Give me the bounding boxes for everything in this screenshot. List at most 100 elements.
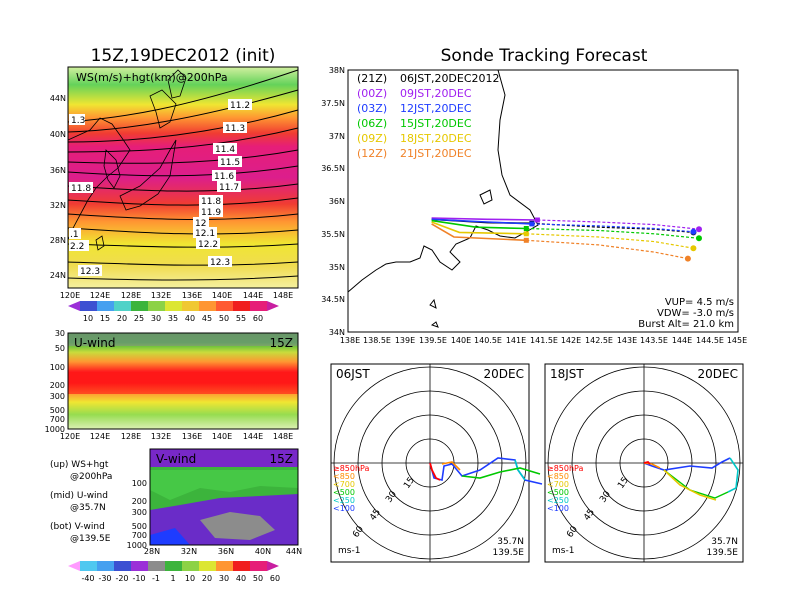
vwind-colorbar: [68, 561, 279, 571]
uwind-panel: U-wind 15Z 30 50 100 200 300 500 700 100…: [45, 329, 299, 441]
track-burst-marker: [523, 226, 529, 231]
sonde-params: VUP= 4.5 m/s VDW= -3.0 m/s Burst Alt= 21…: [638, 297, 734, 330]
hodo-level-legend: ≥850hPa <850 <700 <500 <250 <100: [333, 464, 370, 513]
lon-tick: 139E: [395, 336, 415, 345]
coastline-japan: [119, 139, 177, 211]
lat-tick: 36N: [50, 166, 66, 175]
right-title: Sonde Tracking Forecast: [441, 46, 648, 66]
height-contours: [67, 69, 299, 281]
hodo-unit: ms-1: [338, 546, 360, 556]
tracking-lon-ticks: 138E 138.5E 139E 139.5E 140E 140.5E 141E…: [340, 336, 747, 345]
lat-tick: 40N: [255, 547, 271, 556]
hodo-lat: 35.7N: [711, 537, 738, 547]
colorbar-label: -20: [115, 574, 128, 583]
colorbar-label: 45: [202, 314, 212, 323]
colorbar-label: 55: [236, 314, 246, 323]
tracking-map-frame: [347, 69, 739, 333]
track-end-point: [684, 255, 691, 262]
level-label: <100: [333, 504, 355, 513]
level-label: <500: [547, 488, 569, 497]
track-line-float: [526, 227, 700, 239]
lat-tick: 32N: [181, 547, 197, 556]
lon-tick: 136E: [182, 432, 202, 441]
track-end-point: [696, 235, 702, 242]
track-end-point: [690, 228, 697, 235]
tracking-lat-ticks: 38N 37.5N 37N 36.5N 36N 35.5N 35N 34.5N …: [321, 66, 345, 337]
contour-label: 11.4: [215, 145, 235, 155]
level-label: <850: [547, 472, 569, 481]
note-text: (bot) V-wind: [50, 522, 105, 532]
hodo-lon: 139.5E: [707, 548, 739, 558]
contour-label: 11.9: [201, 208, 221, 218]
plev-tick: 200: [50, 381, 65, 390]
track-line-float: [537, 219, 700, 230]
track-line-ascent: [431, 221, 527, 235]
lon-tick: 148E: [273, 432, 293, 441]
colorbar-label: 30: [219, 574, 229, 583]
lon-tick: 128E: [121, 291, 141, 300]
track-end-point: [696, 226, 702, 233]
plev-tick: 700: [50, 415, 65, 424]
track-burst-marker: [529, 221, 535, 227]
level-label: <500: [333, 488, 355, 497]
lon-tick: 141.5E: [530, 336, 558, 345]
track-line-ascent: [431, 217, 538, 221]
colorbar-label: -30: [98, 574, 111, 583]
uwind-time: 15Z: [270, 336, 294, 350]
lat-tick: 37.5N: [321, 99, 345, 108]
uwind-plev-ticks: 30 50 100 200 300 500 700 1000: [45, 329, 65, 434]
lat-tick: 24N: [50, 271, 66, 280]
contour-label: 1.3: [71, 116, 85, 126]
note-text: (mid) U-wind: [50, 491, 108, 501]
lon-tick: 143.5E: [640, 336, 668, 345]
legend-utc: (00Z): [357, 87, 387, 100]
lon-tick: 128E: [121, 432, 141, 441]
lon-tick: 124E: [90, 291, 110, 300]
level-label: ≥850hPa: [547, 464, 584, 473]
contour-labels: 1.3 11.2 11.3 11.4 11.5 11.6 11.7 11.8 1…: [69, 99, 252, 277]
colorbar-label: 60: [270, 574, 280, 583]
legend-jst: 21JST,20DEC: [400, 147, 472, 160]
contour-label: 12.1: [195, 229, 215, 239]
colorbar-label: 40: [185, 314, 195, 323]
lon-tick: 124E: [90, 432, 110, 441]
vwind-time: 15Z: [270, 452, 294, 466]
plev-tick: 500: [132, 522, 147, 531]
lon-tick: 132E: [151, 432, 171, 441]
colorbar-label: 20: [202, 574, 212, 583]
hodo-lon: 139.5E: [493, 548, 525, 558]
contour-label: 11.7: [219, 183, 239, 193]
track-line-float: [526, 239, 689, 260]
track-burst-marker: [534, 217, 540, 223]
colorbar-label: -10: [132, 574, 145, 583]
legend-jst: 18JST,20DEC: [400, 132, 472, 145]
lat-tick: 38N: [329, 66, 345, 75]
hodo-unit: ms-1: [552, 546, 574, 556]
lat-tick: 28N: [144, 547, 160, 556]
coastline-hokkaido: [149, 89, 177, 129]
lon-tick: 136E: [182, 291, 202, 300]
legend-utc: (12Z): [357, 147, 387, 160]
lat-tick: 36N: [329, 197, 345, 206]
lon-tick: 145E: [727, 336, 747, 345]
plev-tick: 50: [55, 344, 65, 353]
coastline-island: [429, 298, 437, 309]
contour-label: 12: [195, 219, 206, 229]
hodo-level-legend: ≥850hPa <850 <700 <500 <250 <100: [547, 464, 584, 513]
track-burst-marker: [523, 237, 529, 243]
lon-tick: 132E: [151, 291, 171, 300]
lon-tick: 142E: [561, 336, 581, 345]
lon-tick: 144E: [243, 432, 263, 441]
track-line-ascent: [431, 223, 527, 242]
vwind-colorbar-labels: -40 -30 -20 -10 -1 1 10 20 30 40 50 60: [81, 574, 280, 583]
hodograph-06jst: 15 30 45 60 06JST 20DEC ms-1 35.7N 139.5…: [330, 363, 543, 563]
plev-tick: 30: [55, 329, 65, 338]
ws-heatmap: [68, 67, 298, 288]
uwind-lon-ticks: 120E 124E 128E 132E 136E 140E 144E 148E: [60, 432, 293, 441]
ws-colorbar: [68, 301, 279, 311]
lon-tick: 148E: [273, 291, 293, 300]
legend-utc: (21Z): [357, 72, 387, 85]
plev-tick: 200: [132, 497, 147, 506]
ws-colorbar-labels: 10 15 20 25 30 35 40 45 50 55 60: [83, 314, 263, 323]
